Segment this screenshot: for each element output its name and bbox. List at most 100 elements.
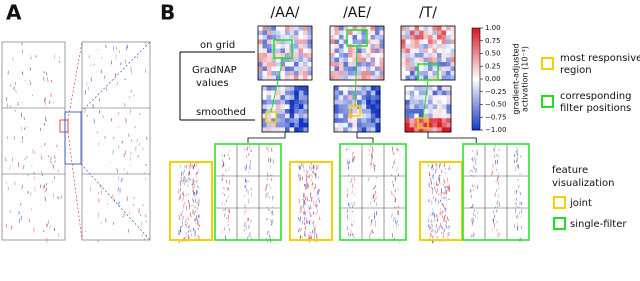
heatmap-cell [451,58,456,63]
heatmap-cell [285,104,290,109]
heatmap-cell [428,26,433,31]
heatmap-cell [428,109,433,114]
colorbar-step [472,54,480,57]
heatmap-cell [348,49,353,54]
colorbar-step [472,84,480,87]
colorbar-step [472,115,480,118]
heatmap-cell [442,31,447,36]
heatmap-cell [299,95,304,100]
heatmap-cell [375,100,380,105]
heatmap-cell [415,40,420,45]
heatmap-cell [380,53,385,58]
heatmap-cell [290,67,295,72]
heatmap-cell [263,44,268,49]
heatmap-cell [272,67,277,72]
colorbar-step [472,112,480,115]
heatmap-cell [375,53,380,58]
heatmap-cell [339,123,344,128]
heatmap-cell [303,62,308,67]
heatmap-cell [294,118,299,123]
heatmap-cell [352,109,357,114]
heatmap-cell [406,44,411,49]
heatmap-cell [330,26,335,31]
heatmap-cell [276,95,281,100]
heatmap-cell [276,35,281,40]
heatmap-cell [303,35,308,40]
heatmap-cell [366,67,371,72]
heatmap-cell [258,26,263,31]
heatmap-cell [357,40,362,45]
colorbar-step [472,97,480,100]
heatmap-cell [357,35,362,40]
heatmap-cell [424,26,429,31]
heatmap-cell [414,109,419,114]
heatmap-cell [267,95,272,100]
heatmap-cell [375,31,380,36]
heatmap-cell [405,109,410,114]
heatmap-cell [357,53,362,58]
heatmap-cell [371,26,376,31]
heatmap-cell [375,58,380,63]
heatmap-cell [344,49,349,54]
heatmap-cell [276,44,281,49]
colorbar-step [472,56,480,59]
heatmap-cell [339,86,344,91]
heatmap-cell [285,35,290,40]
heatmap-cell [375,62,380,67]
heatmap-cell [267,35,272,40]
heatmap-cell [280,114,285,119]
heatmap-cell [433,31,438,36]
heatmap-cell [263,49,268,54]
heatmap-cell [451,44,456,49]
heatmap-cell [308,53,313,58]
heatmap-cell [442,40,447,45]
heatmap-cell [410,95,415,100]
heatmap-cell [442,100,447,105]
heatmap-cell [285,49,290,54]
heatmap-cell [285,53,290,58]
heatmap-cell [335,49,340,54]
heatmap-cell [442,91,447,96]
heatmap-cell [334,95,339,100]
heatmap-cell [334,118,339,123]
spectrogram-bg [340,144,362,176]
heatmap-cell [401,53,406,58]
heatmap-cell [294,127,299,132]
spectrogram-stroke [435,220,436,221]
heatmap-cell [362,76,367,81]
heatmap-cell [366,123,371,128]
heatmap-cell [272,31,277,36]
heatmap-cell [280,118,285,123]
heatmap-cell [410,127,415,132]
heatmap-cell [375,123,380,128]
heatmap-cell [433,44,438,49]
heatmap-cell [335,71,340,76]
heatmap-cell [414,100,419,105]
heatmap-cell [410,100,415,105]
heatmap-cell [366,100,371,105]
heatmap-cell [285,71,290,76]
heatmap-cell [424,40,429,45]
heatmap-cell [258,53,263,58]
colorbar-step [472,76,480,79]
spectrogram-bg [362,208,384,240]
heatmap-cell [428,86,433,91]
heatmap-cell [339,35,344,40]
heatmap-cell [339,91,344,96]
heatmap-cell [348,118,353,123]
heatmap-cell [433,26,438,31]
heatmap-cell [308,40,313,45]
spectrogram-bg [485,208,507,240]
legend-text: single-filter [570,219,627,230]
heatmap-cell [262,100,267,105]
heatmap-cell [380,35,385,40]
spectrogram-bg [507,176,529,208]
heatmap-cell [433,109,438,114]
heatmap-cell [262,104,267,109]
heatmap-cell [371,114,376,119]
heatmap-cell [290,26,295,31]
heatmap-cell [410,49,415,54]
heatmap-cell [339,118,344,123]
heatmap-cell [339,31,344,36]
heatmap-cell [446,76,451,81]
